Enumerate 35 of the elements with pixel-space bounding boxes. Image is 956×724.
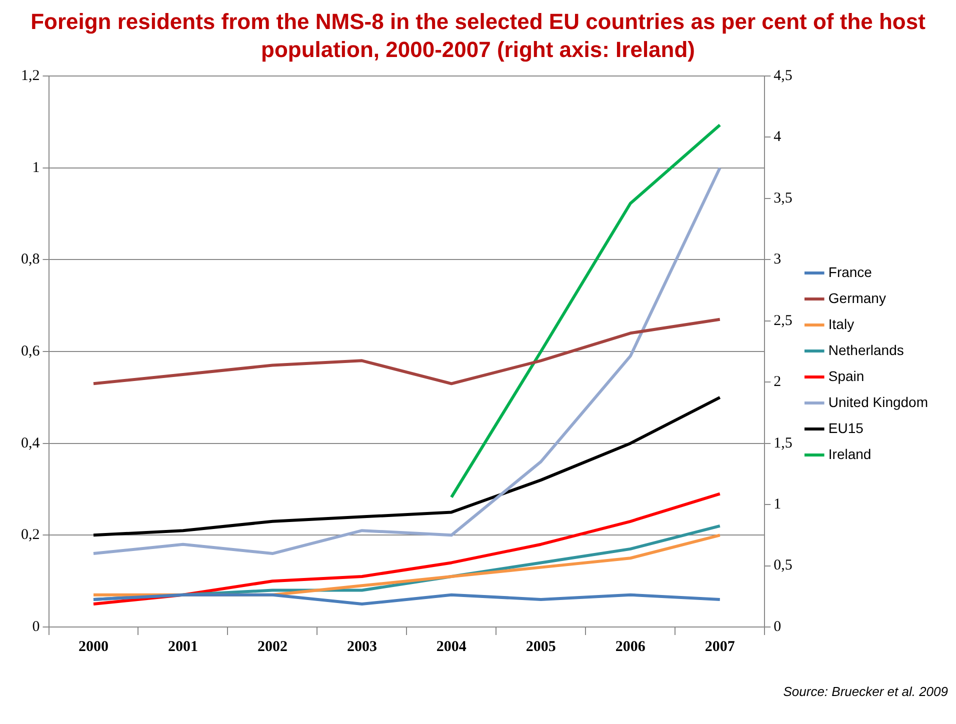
y2-tick-label: 3 <box>774 252 782 268</box>
y2-tick-label: 3,5 <box>774 190 792 206</box>
y-tick-label: 1 <box>32 160 40 176</box>
y2-tick-label: 2 <box>774 374 782 390</box>
x-tick-label: 2000 <box>78 638 108 655</box>
legend-label: Ireland <box>828 446 872 462</box>
y-tick-label: 0,6 <box>21 343 40 360</box>
y2-tick-label: 2,5 <box>774 312 792 329</box>
x-tick-label: 2007 <box>704 638 736 655</box>
x-tick-label: 2005 <box>526 638 556 655</box>
legend-label: United Kingdom <box>828 394 928 410</box>
legend-label: Netherlands <box>828 342 904 358</box>
chart-title: Foreign residents from the NMS-8 in the selected EU countries as per cent of the host population, 2000-2007 (right axis: Ireland) <box>30 8 926 64</box>
x-tick-label: 2001 <box>168 638 198 655</box>
legend-label: Italy <box>828 316 854 332</box>
y2-tick-label: 1,5 <box>774 435 792 452</box>
y2-tick-label: 4 <box>774 129 782 146</box>
x-tick-label: 2002 <box>257 638 288 655</box>
y2-tick-label: 0 <box>774 618 782 635</box>
x-tick-label: 2003 <box>346 638 377 655</box>
legend-label: Spain <box>828 368 864 384</box>
y-tick-label: 1,2 <box>21 68 40 84</box>
legend-label: Germany <box>828 290 886 306</box>
source-note: Source: Bruecker et al. 2009 <box>782 684 948 699</box>
x-tick-label: 2006 <box>615 638 646 655</box>
y-tick-label: 0,8 <box>21 252 40 268</box>
y2-tick-label: 1 <box>774 496 782 512</box>
legend-label: EU15 <box>828 420 864 436</box>
y2-tick-label: 4,5 <box>774 68 792 84</box>
y-tick-label: 0 <box>32 618 40 635</box>
y2-tick-label: 0,5 <box>774 558 792 574</box>
legend-label: France <box>828 264 872 280</box>
y-tick-label: 0,2 <box>21 527 40 544</box>
y-tick-label: 0,4 <box>21 435 40 452</box>
x-tick-label: 2004 <box>436 638 467 655</box>
